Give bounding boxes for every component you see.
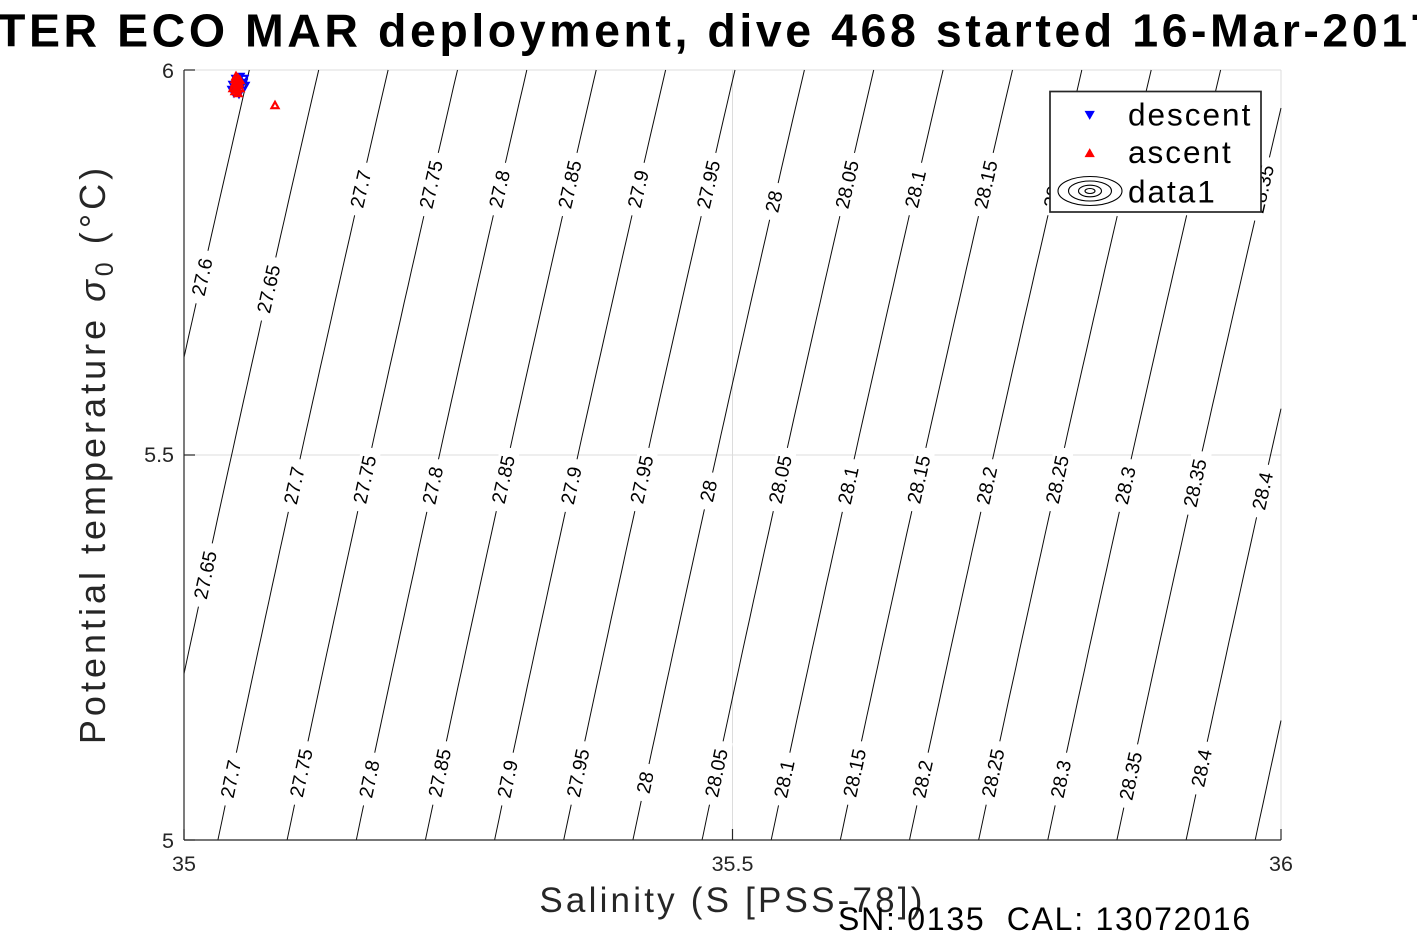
svg-text:5: 5 bbox=[162, 829, 174, 853]
svg-text:28: 28 bbox=[696, 478, 722, 504]
svg-text:5.5: 5.5 bbox=[144, 443, 174, 467]
svg-text:35.5: 35.5 bbox=[712, 852, 754, 876]
svg-text:descent: descent bbox=[1128, 97, 1252, 133]
svg-text:36: 36 bbox=[1269, 852, 1293, 876]
svg-text:SN: 0135 CAL: 13072016: SN: 0135 CAL: 13072016 bbox=[838, 901, 1252, 937]
svg-text:data1: data1 bbox=[1128, 174, 1217, 210]
svg-text:35: 35 bbox=[172, 852, 196, 876]
svg-text:28: 28 bbox=[761, 189, 787, 215]
svg-text:6: 6 bbox=[162, 59, 174, 83]
svg-text:Potential temperature σ0 (°C): Potential temperature σ0 (°C) bbox=[72, 164, 119, 744]
svg-text:TER ECO MAR deployment, dive 4: TER ECO MAR deployment, dive 468 started… bbox=[0, 5, 1417, 57]
svg-text:ascent: ascent bbox=[1128, 134, 1233, 170]
svg-text:28: 28 bbox=[633, 770, 659, 796]
svg-text:Salinity (S [PSS-78]): Salinity (S [PSS-78]) bbox=[539, 881, 925, 920]
